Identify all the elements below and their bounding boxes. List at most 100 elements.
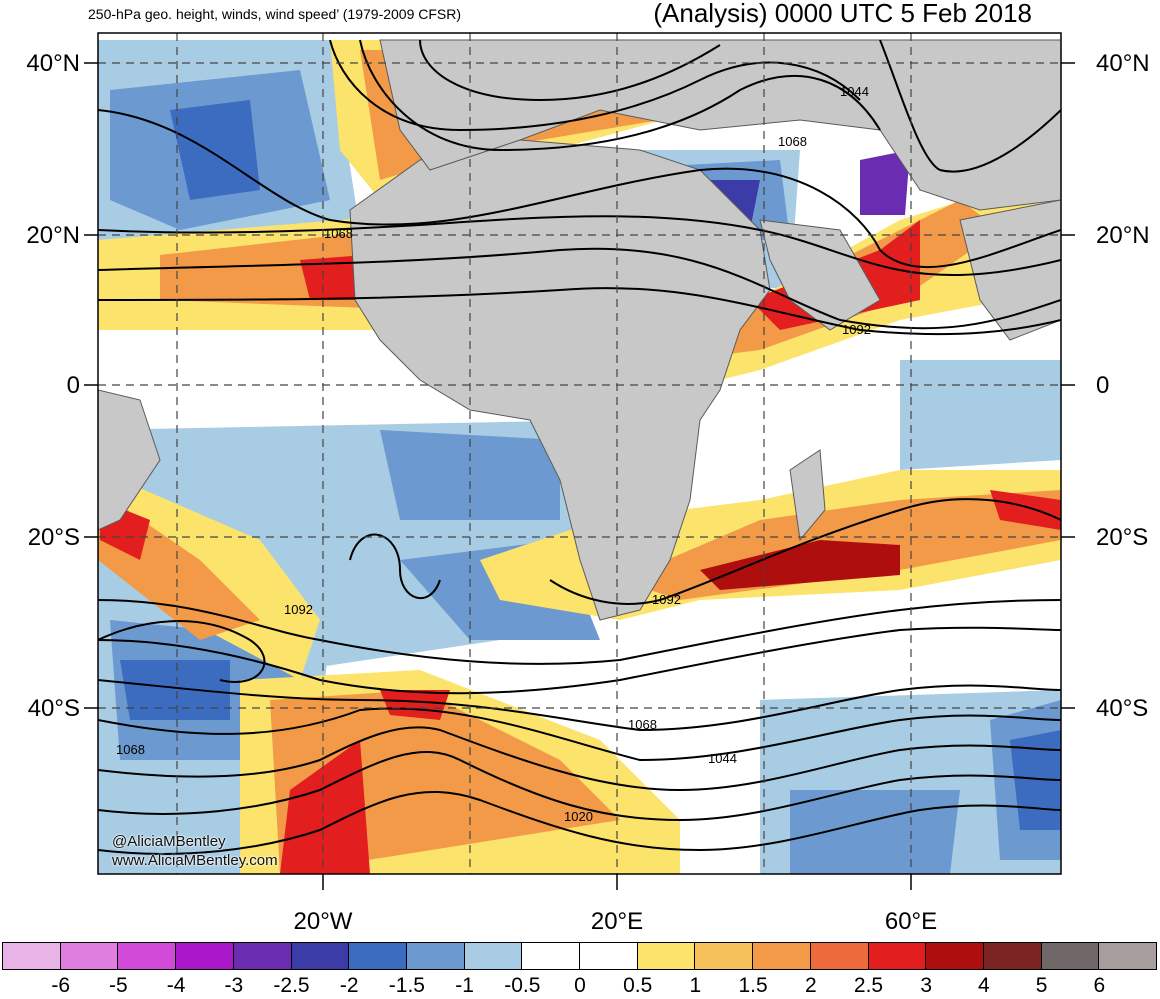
lat-label-right: 0	[1096, 372, 1110, 399]
color-scale-tick-label: 2.5	[853, 974, 884, 997]
color-scale-tick-label: 6	[1093, 974, 1106, 997]
anomaly-area	[120, 660, 230, 720]
lat-label-left: 20°N	[26, 222, 80, 249]
contour-line	[98, 599, 1061, 665]
contour-line	[98, 247, 1061, 330]
lat-label-right: 40°N	[1096, 50, 1150, 77]
contour-label: 1092	[842, 322, 871, 337]
color-scale-swatch	[752, 942, 811, 970]
arabia-landmass	[759, 219, 881, 331]
color-scale-swatch	[117, 942, 177, 970]
color-scale-swatch	[694, 942, 754, 970]
eurasia-landmass	[379, 39, 1061, 211]
color-scale-swatch	[232, 942, 292, 970]
color-scale-tick-label: 3	[920, 974, 933, 997]
contour-line	[98, 679, 1061, 732]
lat-label-right: 40°S	[1096, 695, 1149, 722]
axis-ticks	[84, 62, 1075, 890]
contour-line	[98, 790, 1061, 855]
color-scale-swatch	[925, 942, 984, 970]
contour-label: 1044	[840, 84, 869, 99]
color-scale-swatch	[175, 942, 234, 970]
lat-label-right: 20°N	[1096, 222, 1150, 249]
contour-line	[98, 726, 1061, 792]
lon-label: 20°W	[293, 908, 353, 935]
contour-line	[98, 751, 1061, 822]
color-scale-bar	[2, 942, 1158, 970]
credit-handle: @AliciaMBentley	[112, 833, 226, 850]
anomaly-area	[170, 100, 260, 200]
author-credit: @AliciaMBentley www.AliciaMBentley.com	[112, 832, 278, 870]
map-grid	[98, 33, 1061, 874]
map-frame	[97, 32, 1062, 875]
color-scale-swatch	[290, 942, 350, 970]
color-scale-tick-label: 0.5	[623, 974, 653, 997]
contour-line	[549, 498, 1061, 605]
lat-label-left: 20°S	[27, 524, 80, 551]
analysis-time: (Analysis) 0000 UTC 5 Feb 2018	[653, 0, 1032, 28]
contour-line	[419, 39, 721, 102]
color-scale-swatch	[521, 942, 581, 970]
color-scale-tick-label: 1.5	[738, 974, 768, 997]
anomaly-area	[280, 740, 370, 874]
contour-labels: 1068 1092 1092 1092 1068 1068 1044 1068 …	[116, 84, 871, 824]
contour-line	[98, 287, 1061, 336]
africa-landmass	[349, 139, 771, 621]
contour-line	[98, 707, 1061, 762]
color-scale-tick-label: 2	[804, 974, 817, 997]
color-scale-swatch	[636, 942, 696, 970]
color-scale-swatch	[1098, 942, 1158, 970]
color-scale-tick-label: -6	[51, 974, 71, 997]
contour-label: 1068	[628, 717, 657, 732]
lat-label-left: 40°N	[26, 50, 80, 77]
color-scale-tick-label: -5	[109, 974, 128, 997]
lat-label-left: 0	[66, 372, 80, 399]
map-title: 250-hPa geo. height, winds, wind speed’ …	[88, 6, 462, 22]
anomaly-area	[380, 690, 450, 720]
contour-label: 1044	[708, 751, 737, 766]
anomaly-area	[860, 150, 910, 215]
color-scale-tick-label: -2	[339, 974, 359, 997]
color-scale-tick-label: -4	[166, 974, 186, 997]
color-scale-swatch	[59, 942, 119, 970]
color-scale-swatch	[2, 942, 61, 970]
anomaly-area	[700, 540, 900, 590]
contour-line	[98, 215, 1061, 277]
color-scale-tick-label: 0	[574, 974, 586, 997]
contour-line	[98, 626, 1061, 695]
color-scale-tick-label: 5	[1035, 974, 1048, 997]
lon-label: 20°E	[590, 908, 644, 935]
color-scale-tick-label: -2.5	[273, 974, 310, 997]
south-america-landmass	[98, 389, 161, 531]
contour-label: 1068	[324, 226, 353, 241]
land-masses	[98, 39, 1061, 621]
color-scale-swatch	[809, 942, 869, 970]
contour-label: 1020	[564, 809, 593, 824]
color-scale-tick-label: 4	[978, 974, 990, 997]
color-scale-tick-label: -1	[455, 974, 474, 997]
contour-label: 1068	[116, 742, 145, 757]
anomaly-area	[990, 490, 1061, 530]
color-scale-swatch	[867, 942, 927, 970]
lat-label-left: 40°S	[27, 695, 80, 722]
contour-line	[879, 39, 1061, 173]
color-scale-swatch	[982, 942, 1042, 970]
color-scale-swatch	[463, 942, 523, 970]
height-contours	[98, 39, 1061, 855]
contour-line	[98, 620, 266, 683]
madagascar-landmass	[789, 449, 826, 542]
color-scale-tick-label: -0.5	[504, 974, 541, 997]
color-scale-swatch	[348, 942, 407, 970]
lon-label: 60°E	[884, 908, 938, 935]
contour-line	[329, 39, 861, 132]
contour-label: 1068	[778, 134, 807, 149]
contour-label: 1092	[652, 592, 681, 607]
contour-label: 1092	[284, 602, 313, 617]
lat-label-right: 20°S	[1096, 524, 1149, 551]
color-scale-tick-label: 1	[689, 974, 702, 997]
color-scale-swatch	[405, 942, 465, 970]
credit-website[interactable]: www.AliciaMBentley.com	[112, 852, 278, 869]
anomaly-area	[790, 790, 960, 874]
anomaly-area	[900, 360, 1061, 470]
